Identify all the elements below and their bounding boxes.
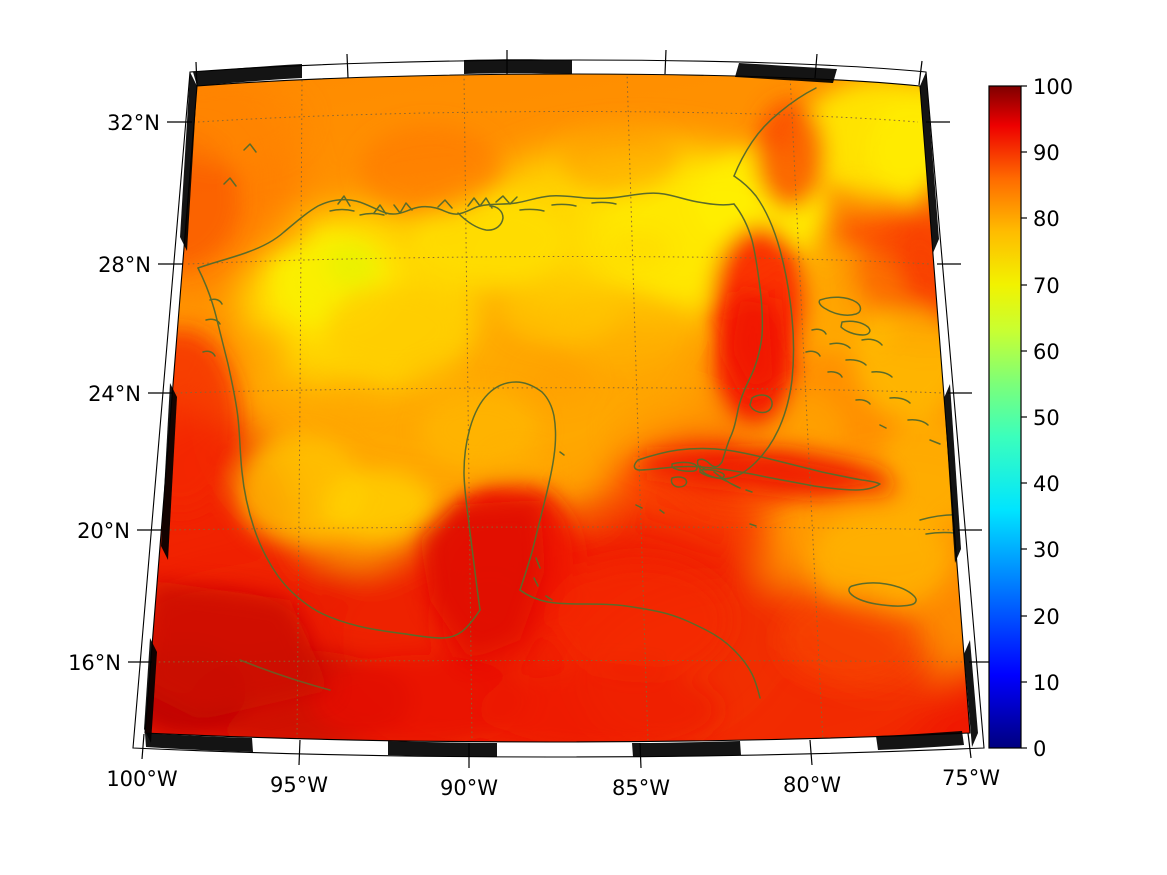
lat-tick-label: 32°N — [107, 111, 160, 135]
lat-tick-label: 28°N — [98, 253, 151, 277]
colorbar-tick-label: 90 — [1033, 141, 1060, 165]
lon-tick-label: 90°W — [440, 776, 498, 800]
lon-tick-label: 100°W — [106, 767, 178, 791]
map-gridlines — [153, 74, 968, 742]
lat-tick-label: 20°N — [77, 519, 130, 543]
colorbar-tick-label: 60 — [1033, 340, 1060, 364]
colorbar[interactable]: 0 10 20 30 40 50 60 70 80 90 100 — [988, 75, 1073, 761]
colorbar-tick-label: 50 — [1033, 406, 1060, 430]
frame-ticks-top — [193, 59, 837, 86]
lat-tick-label: 16°N — [68, 651, 121, 675]
colorbar-tick-label: 20 — [1033, 605, 1060, 629]
colorbar-gradient[interactable] — [988, 85, 1022, 749]
field-land-warm — [145, 290, 900, 720]
frame-ticks-right — [920, 72, 978, 747]
frame-outer — [132, 59, 985, 758]
colorbar-tick-label: 30 — [1033, 538, 1060, 562]
axis-tickmarks — [128, 49, 993, 769]
colorbar-tickmarks — [1021, 85, 1027, 749]
colorbar-tick-label: 80 — [1033, 207, 1060, 231]
colorbar-tick-label: 0 — [1033, 737, 1046, 761]
frame-inner — [144, 73, 971, 743]
latitude-tick-labels: 32°N 28°N 24°N 20°N 16°N — [68, 111, 160, 675]
colorbar-tick-labels: 0 10 20 30 40 50 60 70 80 90 100 — [1033, 75, 1073, 761]
field-mottling — [232, 180, 892, 540]
colorbar-tick-label: 40 — [1033, 472, 1060, 496]
lon-tick-label: 75°W — [942, 766, 1000, 790]
frame-ticks-bottom — [145, 731, 964, 757]
colorbar-tick-label: 100 — [1033, 75, 1073, 99]
map-frame — [132, 59, 985, 758]
longitude-tick-labels: 100°W 95°W 90°W 85°W 80°W 75°W — [106, 766, 1000, 800]
lat-tick-label: 24°N — [88, 382, 141, 406]
map-coastlines — [197, 87, 963, 699]
lon-tick-label: 85°W — [612, 776, 670, 800]
lon-tick-label: 95°W — [270, 773, 328, 797]
frame-ticks-left — [144, 72, 197, 743]
colorbar-tick-label: 10 — [1033, 671, 1060, 695]
lon-tick-label: 80°W — [783, 773, 841, 797]
colorbar-tick-label: 70 — [1033, 274, 1060, 298]
